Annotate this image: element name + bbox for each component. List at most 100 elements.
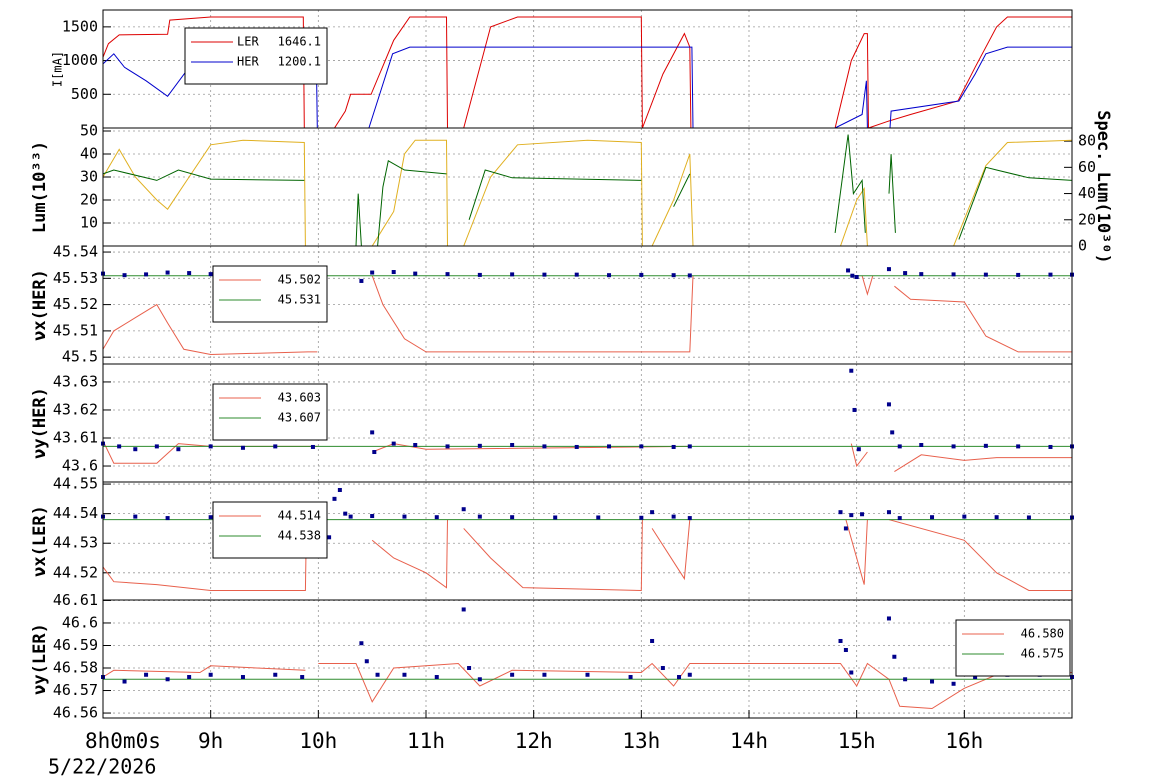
y2-tick-label: 20: [1078, 210, 1096, 228]
marker: [144, 272, 149, 277]
marker: [122, 273, 127, 278]
marker: [208, 444, 213, 449]
legend-value: 46.575: [1021, 647, 1064, 661]
marker: [510, 672, 515, 677]
x-tick-label: 14h: [730, 729, 768, 753]
marker: [994, 515, 999, 520]
y-tick-label: 43.63: [53, 372, 98, 390]
marker: [1016, 272, 1021, 277]
marker: [133, 514, 138, 519]
marker: [849, 513, 854, 518]
series-line: [102, 16, 1072, 129]
marker: [208, 672, 213, 677]
series-line: [102, 519, 1072, 592]
legend-label: LER: [237, 35, 259, 49]
marker: [445, 444, 450, 449]
series-line: [102, 46, 1072, 129]
legend-value: 1646.1: [278, 35, 321, 49]
marker: [187, 271, 192, 276]
marker: [897, 516, 902, 521]
y-tick-label: 45.51: [53, 321, 98, 339]
marker: [477, 272, 482, 277]
x-tick-label: 9h: [198, 729, 223, 753]
x-tick-label: 10h: [299, 729, 337, 753]
marker: [860, 512, 865, 517]
marker: [886, 402, 891, 407]
marker: [144, 672, 149, 677]
legend-value: 44.538: [278, 529, 321, 543]
marker: [542, 272, 547, 277]
marker: [951, 272, 956, 277]
marker: [510, 443, 515, 448]
legend-value: 45.502: [278, 273, 321, 287]
x-tick-label: 15h: [838, 729, 876, 753]
marker: [434, 515, 439, 520]
marker: [983, 443, 988, 448]
marker: [628, 675, 633, 680]
marker: [348, 514, 353, 519]
y-tick-label: 46.59: [53, 636, 98, 654]
marker: [919, 443, 924, 448]
marker: [240, 675, 245, 680]
y-axis-label: Lum(10³³): [30, 141, 50, 233]
marker: [240, 445, 245, 450]
y-tick-label: 45.54: [53, 243, 98, 261]
marker: [434, 675, 439, 680]
series-line: [102, 662, 1073, 710]
legend-label: HER: [237, 55, 259, 69]
y2-tick-label: 60: [1078, 158, 1096, 176]
legend-box: [955, 619, 1071, 677]
panel-frame: [102, 599, 1073, 719]
marker: [687, 516, 692, 521]
marker: [413, 443, 418, 448]
marker: [849, 368, 854, 373]
marker: [187, 675, 192, 680]
marker: [886, 616, 891, 621]
marker: [364, 659, 369, 664]
marker: [650, 510, 655, 515]
legend-box: [184, 27, 328, 85]
marker: [838, 638, 843, 643]
marker: [359, 278, 364, 283]
marker: [890, 430, 895, 435]
marker: [359, 641, 364, 646]
marker: [852, 407, 857, 412]
marker: [639, 515, 644, 520]
marker: [951, 681, 956, 686]
marker: [337, 487, 342, 492]
y-tick-label: 45.53: [53, 269, 98, 287]
marker: [574, 272, 579, 277]
marker: [951, 444, 956, 449]
marker: [687, 672, 692, 677]
marker: [897, 444, 902, 449]
marker: [930, 515, 935, 520]
marker: [300, 675, 305, 680]
marker: [892, 654, 897, 659]
marker: [445, 272, 450, 277]
marker: [372, 450, 377, 455]
y-tick-label: 44.55: [53, 475, 98, 493]
marker: [903, 677, 908, 682]
marker: [1026, 515, 1031, 520]
y-axis-label: I[mA]: [51, 51, 65, 87]
marker: [510, 272, 515, 277]
marker: [919, 272, 924, 277]
marker: [461, 507, 466, 512]
marker: [854, 275, 859, 280]
marker: [1048, 272, 1053, 277]
y-tick-label: 44.54: [53, 504, 98, 522]
y2-tick-label: 0: [1078, 237, 1087, 255]
marker: [154, 444, 159, 449]
marker: [165, 270, 170, 275]
y-tick-label: 45.5: [62, 348, 98, 366]
marker: [596, 515, 601, 520]
marker: [332, 496, 337, 501]
marker: [856, 447, 861, 452]
y-tick-label: 1500: [62, 17, 98, 35]
marker: [391, 441, 396, 446]
y-tick-label: 43.61: [53, 428, 98, 446]
marker: [973, 675, 978, 680]
marker: [671, 514, 676, 519]
x-tick-label: 12h: [515, 729, 553, 753]
